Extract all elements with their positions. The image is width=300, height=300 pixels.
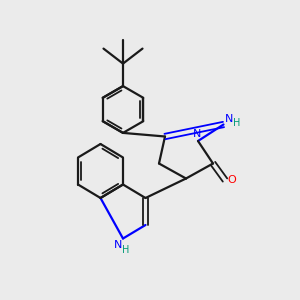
Text: N: N — [225, 114, 233, 124]
Text: N: N — [113, 240, 122, 250]
Text: H: H — [122, 245, 130, 255]
Text: N: N — [193, 129, 202, 140]
Text: O: O — [227, 175, 236, 185]
Text: H: H — [233, 118, 241, 128]
